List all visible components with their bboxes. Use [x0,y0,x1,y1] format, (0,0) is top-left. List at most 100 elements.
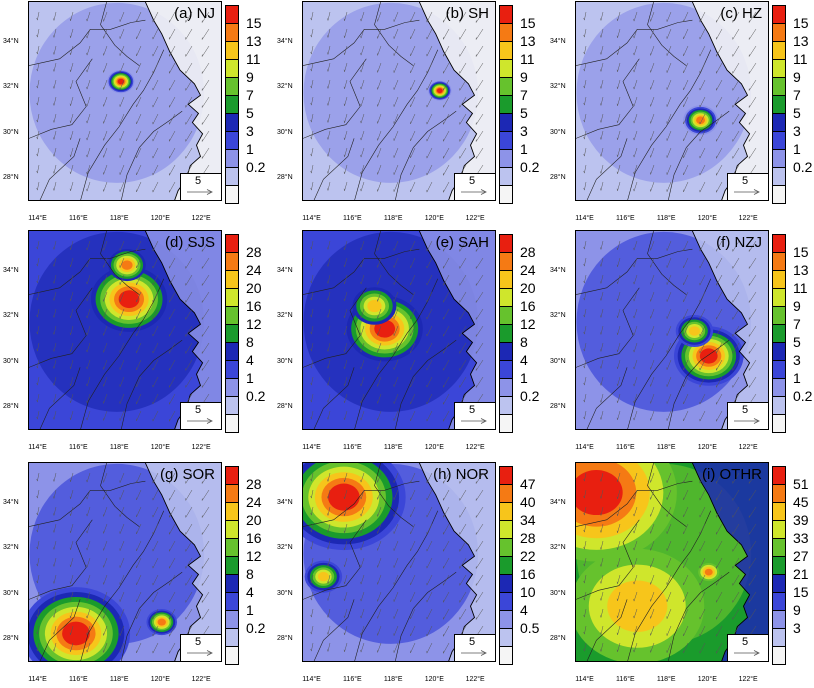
contour-field [576,2,769,201]
colorbar-cell [225,41,239,60]
reference-arrow-icon [187,418,213,424]
colorbar-level-label: 15 [246,15,262,31]
colorbar-cell [772,628,786,647]
colorbar-cell [772,484,786,503]
colorbar-cell [499,23,513,42]
colorbar-level-label: 24 [520,262,536,278]
colorbar-level-label: 16 [520,566,536,582]
colorbar-level-label: 11 [246,51,261,67]
colorbar-cell [772,234,786,253]
colorbar-level-label: 3 [246,123,254,139]
y-tick-label: 28°N [550,174,566,181]
colorbar-cell [772,185,786,204]
x-tick-label: 118°E [110,444,129,451]
colorbar-level-label: 13 [793,262,809,278]
y-tick-label: 34°N [277,267,293,274]
colorbar-cell [225,538,239,557]
colorbar-level-label: 13 [246,33,262,49]
colorbar-level-label: 7 [793,87,801,103]
colorbar-level-label: 1 [793,370,801,386]
y-tick-label: 32°N [550,83,566,90]
reference-vector-box: 5 [454,634,495,661]
colorbar-cell [772,77,786,96]
reference-arrow-icon [734,418,760,424]
y-tick-label: 28°N [550,403,566,410]
colorbar-level-label: 0.2 [793,159,812,175]
colorbar-level-label: 27 [793,548,809,564]
colorbar-level-label: 7 [793,316,801,332]
contour-field [29,231,222,430]
contour-band [328,484,360,511]
colorbar-level-label: 9 [246,69,254,85]
x-tick-label: 120°E [425,215,444,222]
colorbar-cell [772,41,786,60]
colorbar-level-label: 12 [520,316,536,332]
x-tick-label: 114°E [28,676,47,683]
colorbar-cell [499,520,513,539]
colorbar-level-label: 11 [520,51,535,67]
y-tick-label: 28°N [277,635,293,642]
colorbar-level-label: 8 [246,566,254,582]
x-tick-label: 116°E [616,676,635,683]
colorbar-level-label: 15 [520,15,536,31]
reference-vector-label: 5 [195,404,201,416]
x-tick-label: 114°E [575,215,594,222]
colorbar-level-label: 9 [793,69,801,85]
colorbar-cell [499,360,513,379]
x-tick-label: 122°E [466,676,485,683]
panel-title: (i) OTHR [702,466,762,483]
colorbar-cell [772,252,786,271]
contour-field [29,463,222,662]
colorbar-cell [772,167,786,186]
reference-vector-box: 5 [180,402,221,429]
panel-title: (d) SJS [165,234,215,251]
y-tick-label: 30°N [550,590,566,597]
x-tick-label: 122°E [739,444,758,451]
colorbar-level-label: 4 [246,584,254,600]
reference-arrow-icon [461,418,487,424]
colorbar-cell [225,360,239,379]
reference-vector-label: 5 [469,636,475,648]
y-tick-label: 34°N [3,499,19,506]
colorbar-level-label: 0.5 [520,620,539,636]
y-tick-label: 28°N [550,635,566,642]
colorbar-cell [499,41,513,60]
reference-vector-label: 5 [742,404,748,416]
colorbar-level-label: 12 [246,316,262,332]
colorbar-level-label: 0.2 [793,388,812,404]
y-tick-label: 32°N [3,83,19,90]
x-tick-label: 118°E [657,215,676,222]
colorbar-cell [772,59,786,78]
colorbar-level-label: 1 [520,141,528,157]
colorbar-level-label: 47 [520,476,536,492]
colorbar-cell [772,5,786,24]
reference-vector-label: 5 [195,175,201,187]
reference-vector-box: 5 [727,173,768,200]
colorbar-level-label: 5 [793,334,801,350]
colorbar-cell [499,252,513,271]
colorbar-level-label: 3 [520,123,528,139]
reference-vector-label: 5 [195,636,201,648]
colorbar-cell [499,378,513,397]
colorbar-level-label: 28 [246,476,262,492]
colorbar-cell [499,484,513,503]
x-tick-label: 116°E [69,676,88,683]
colorbar-cell [225,252,239,271]
colorbar-cell [499,149,513,168]
contour-band [318,572,329,581]
colorbar-level-label: 4 [520,602,528,618]
reference-arrow-icon [187,650,213,656]
x-tick-label: 118°E [110,215,129,222]
x-tick-label: 120°E [425,676,444,683]
y-tick-label: 30°N [277,129,293,136]
y-tick-label: 30°N [3,358,19,365]
y-tick-label: 30°N [277,358,293,365]
colorbar-cell [772,520,786,539]
colorbar-level-label: 10 [520,584,536,600]
